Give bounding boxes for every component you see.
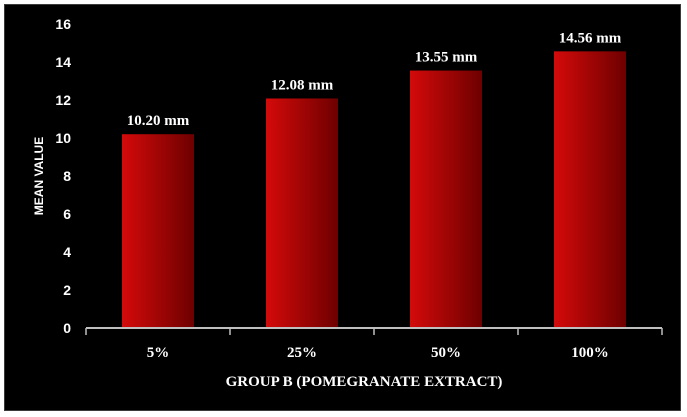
y-axis-title: MEAN VALUE xyxy=(32,137,46,215)
y-tick-label: 2 xyxy=(63,282,71,298)
x-tick-label: 100% xyxy=(571,345,609,361)
y-axis-ticks: 0 2 4 6 8 10 12 14 16 xyxy=(55,16,71,336)
y-tick-label: 16 xyxy=(55,16,71,32)
bar xyxy=(122,134,194,328)
bar xyxy=(266,98,338,328)
x-tick-label: 5% xyxy=(147,345,170,361)
bar-data-label: 14.56 mm xyxy=(559,30,622,46)
y-tick-label: 12 xyxy=(55,92,71,108)
bar xyxy=(554,51,626,329)
data-labels: 10.20 mm 12.08 mm 13.55 mm 14.56 mm xyxy=(127,30,622,129)
x-axis-tick-marks xyxy=(85,328,663,335)
x-tick-label: 50% xyxy=(431,345,461,361)
y-tick-label: 8 xyxy=(63,168,71,184)
bars xyxy=(122,51,626,329)
bar-data-label: 13.55 mm xyxy=(415,50,478,66)
x-axis-title: GROUP B (POMEGRANATE EXTRACT) xyxy=(226,374,503,390)
bar xyxy=(410,70,482,329)
y-tick-label: 0 xyxy=(63,320,71,336)
y-tick-label: 6 xyxy=(63,206,71,222)
y-tick-label: 10 xyxy=(55,130,71,146)
y-tick-label: 4 xyxy=(63,244,71,260)
y-tick-label: 14 xyxy=(55,54,71,70)
bar-data-label: 12.08 mm xyxy=(271,77,334,93)
x-tick-label: 25% xyxy=(287,345,317,361)
x-axis-category-labels: 5% 25% 50% 100% xyxy=(147,345,609,361)
bar-data-label: 10.20 mm xyxy=(127,113,190,129)
